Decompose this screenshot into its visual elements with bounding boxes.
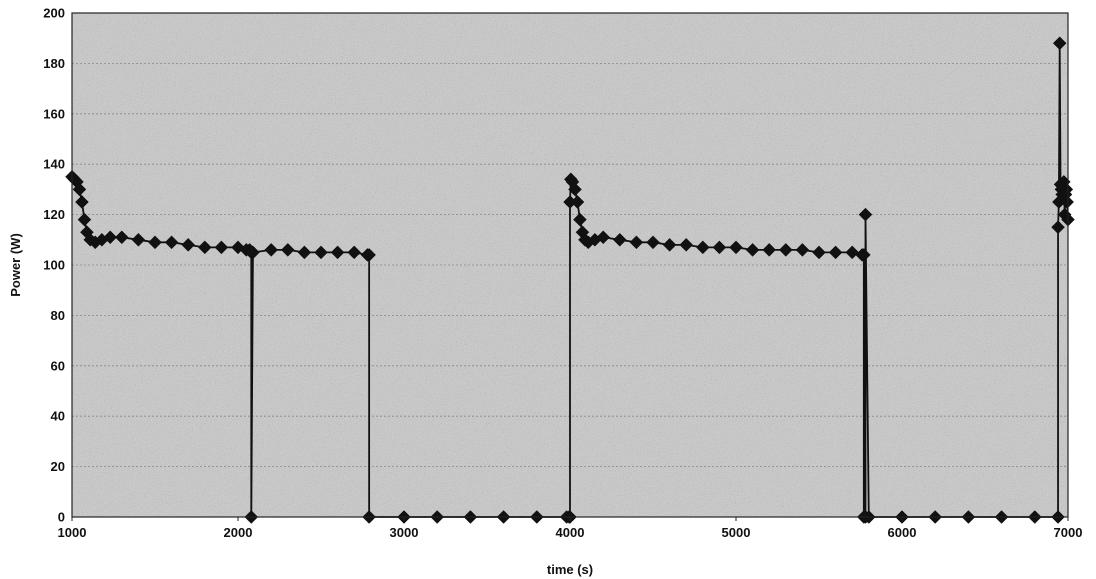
data-point <box>845 245 860 260</box>
data-point <box>280 243 295 257</box>
y-tick-label: 100 <box>43 258 65 273</box>
data-point <box>246 245 260 260</box>
x-tick-label: 2000 <box>224 525 253 540</box>
data-point <box>695 240 710 255</box>
data-point <box>629 235 644 250</box>
data-point <box>570 195 585 209</box>
data-point <box>1060 195 1075 209</box>
data-point <box>347 245 362 260</box>
data-point <box>612 232 627 247</box>
x-axis-label: time (s) <box>547 562 593 577</box>
data-point <box>103 230 118 245</box>
data-point <box>778 243 793 257</box>
data-point <box>812 245 826 260</box>
x-tick-label: 6000 <box>888 525 917 540</box>
data-point <box>573 212 587 227</box>
data-point <box>114 230 129 245</box>
data-point <box>662 237 677 252</box>
x-tick-label: 3000 <box>390 525 419 540</box>
data-point <box>795 243 810 257</box>
data-point <box>745 243 760 257</box>
y-axis-label: Power (W) <box>8 233 23 297</box>
data-point <box>646 235 660 250</box>
data-point <box>72 182 87 197</box>
data-point <box>858 207 873 222</box>
data-point <box>856 248 871 262</box>
plot-frame <box>71 12 1069 518</box>
data-point <box>148 235 162 250</box>
data-point <box>314 245 328 260</box>
data-point <box>362 248 376 262</box>
y-tick-label: 40 <box>51 409 65 424</box>
data-point <box>828 245 843 260</box>
data-point <box>131 232 146 247</box>
data-point <box>181 237 196 252</box>
y-tick-label: 200 <box>43 6 65 21</box>
y-tick-label: 180 <box>43 56 65 71</box>
data-point <box>197 240 212 255</box>
y-tick-label: 0 <box>58 510 65 525</box>
x-axis-tick-labels: 1000 2000 3000 4000 5000 6000 7000 <box>58 517 1083 540</box>
y-tick-label: 140 <box>43 157 65 172</box>
data-point <box>164 235 179 250</box>
data-point <box>596 230 611 245</box>
data-point <box>77 212 92 227</box>
data-point <box>1052 36 1067 51</box>
x-tick-label: 1000 <box>58 525 87 540</box>
data-point <box>712 240 727 255</box>
data-point <box>568 182 582 197</box>
y-axis-tick-labels: 0 20 40 60 80 100 120 140 160 180 200 <box>43 6 65 525</box>
data-point <box>1051 220 1065 235</box>
data-point <box>1059 182 1074 197</box>
y-tick-label: 160 <box>43 106 65 121</box>
y-tick-label: 120 <box>43 207 65 222</box>
data-point <box>297 245 312 260</box>
x-tick-label: 7000 <box>1054 525 1083 540</box>
y-tick-label: 20 <box>51 459 65 474</box>
data-point <box>679 237 694 252</box>
x-tick-label: 4000 <box>556 525 585 540</box>
data-point <box>330 245 345 260</box>
y-tick-label: 80 <box>51 308 65 323</box>
x-tick-label: 5000 <box>722 525 751 540</box>
data-point <box>729 240 743 255</box>
data-point <box>762 243 777 257</box>
data-point <box>75 195 89 209</box>
data-point <box>214 240 229 255</box>
y-tick-label: 60 <box>51 358 65 373</box>
series-power <box>65 36 1075 524</box>
data-point <box>264 243 279 257</box>
